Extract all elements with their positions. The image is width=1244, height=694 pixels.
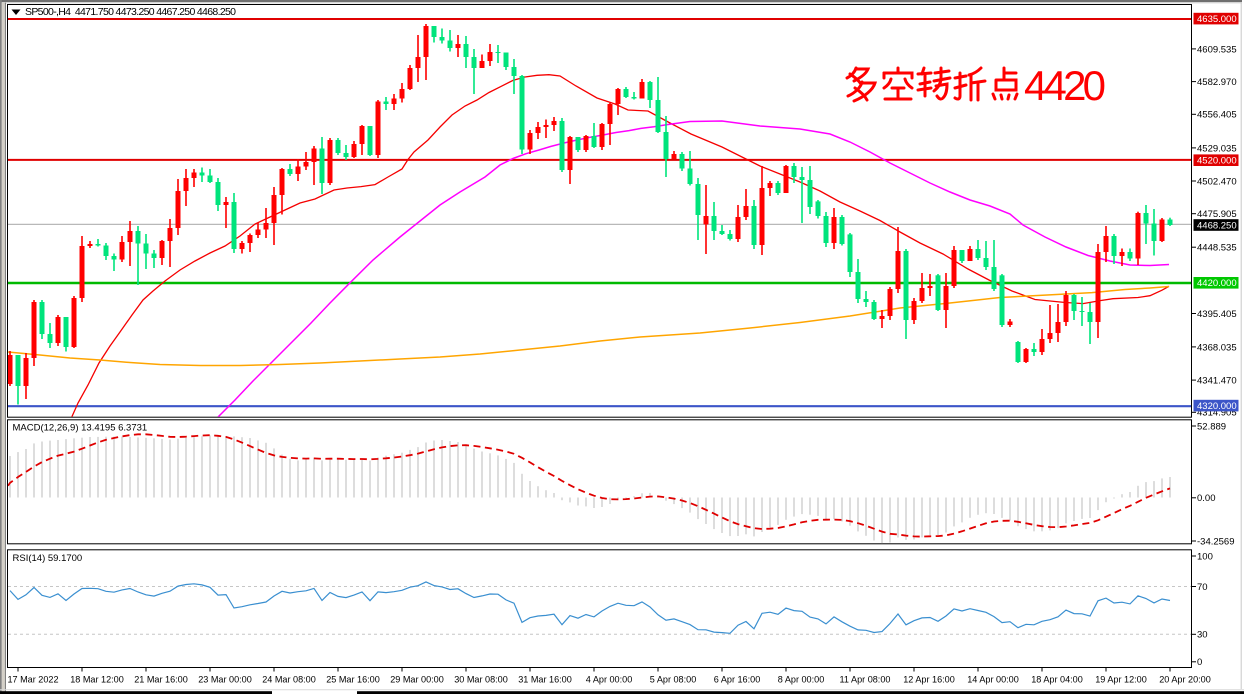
svg-text:0: 0 xyxy=(1197,657,1202,668)
svg-text:4502.470: 4502.470 xyxy=(1197,176,1237,187)
svg-text:29 Mar 00:00: 29 Mar 00:00 xyxy=(390,675,444,685)
svg-text:20 Apr 20:00: 20 Apr 20:00 xyxy=(1159,675,1211,685)
svg-text:4448.535: 4448.535 xyxy=(1197,243,1237,254)
svg-text:11 Apr 08:00: 11 Apr 08:00 xyxy=(840,675,891,685)
svg-text:4420.000: 4420.000 xyxy=(1197,278,1237,289)
svg-text:4420: 4420 xyxy=(1024,62,1106,109)
svg-text:24 Mar 08:00: 24 Mar 08:00 xyxy=(262,675,316,685)
svg-text:RSI(14) 59.1700: RSI(14) 59.1700 xyxy=(13,553,83,564)
svg-text:30 Mar 08:00: 30 Mar 08:00 xyxy=(454,675,508,685)
svg-text:4475.905: 4475.905 xyxy=(1197,209,1237,220)
svg-text:-34.2569: -34.2569 xyxy=(1197,536,1235,547)
svg-text:4635.000: 4635.000 xyxy=(1197,14,1237,25)
svg-text:8 Apr 00:00: 8 Apr 00:00 xyxy=(778,675,825,685)
svg-text:SP500-,H4 4471.750 4473.250 4: SP500-,H4 4471.750 4473.250 4467.250 446… xyxy=(25,6,236,18)
svg-text:18 Mar 12:00: 18 Mar 12:00 xyxy=(70,675,124,685)
svg-text:5 Apr 08:00: 5 Apr 08:00 xyxy=(650,675,697,685)
svg-text:25 Mar 16:00: 25 Mar 16:00 xyxy=(326,675,380,685)
svg-text:12 Apr 16:00: 12 Apr 16:00 xyxy=(903,675,955,685)
svg-text:4609.535: 4609.535 xyxy=(1197,44,1237,55)
svg-text:70: 70 xyxy=(1197,582,1208,593)
svg-text:0.00: 0.00 xyxy=(1197,493,1216,504)
svg-text:6 Apr 16:00: 6 Apr 16:00 xyxy=(714,675,761,685)
svg-text:19 Apr 12:00: 19 Apr 12:00 xyxy=(1095,675,1147,685)
svg-text:4468.250: 4468.250 xyxy=(1197,220,1237,231)
svg-text:14 Apr 00:00: 14 Apr 00:00 xyxy=(967,675,1019,685)
svg-text:MACD(12,26,9) 13.4195 6.3731: MACD(12,26,9) 13.4195 6.3731 xyxy=(13,423,148,434)
svg-text:18 Apr 04:00: 18 Apr 04:00 xyxy=(1031,675,1083,685)
svg-text:4320.000: 4320.000 xyxy=(1197,401,1237,412)
svg-text:4520.000: 4520.000 xyxy=(1197,156,1237,167)
svg-text:4556.405: 4556.405 xyxy=(1197,110,1237,121)
svg-text:21 Mar 16:00: 21 Mar 16:00 xyxy=(134,675,188,685)
svg-text:4395.405: 4395.405 xyxy=(1197,309,1237,320)
svg-text:4368.035: 4368.035 xyxy=(1197,342,1237,353)
svg-text:4314.905: 4314.905 xyxy=(1197,408,1237,419)
svg-text:4582.970: 4582.970 xyxy=(1197,77,1237,88)
svg-text:23 Mar 00:00: 23 Mar 00:00 xyxy=(198,675,252,685)
svg-text:4 Apr 00:00: 4 Apr 00:00 xyxy=(586,675,633,685)
svg-text:31 Mar 16:00: 31 Mar 16:00 xyxy=(518,675,572,685)
svg-text:4529.035: 4529.035 xyxy=(1197,143,1237,154)
svg-text:100: 100 xyxy=(1197,551,1213,562)
svg-text:30: 30 xyxy=(1197,630,1208,641)
svg-text:52.889: 52.889 xyxy=(1197,421,1226,432)
svg-text:17 Mar 2022: 17 Mar 2022 xyxy=(7,675,58,685)
svg-text:4341.470: 4341.470 xyxy=(1197,376,1237,387)
